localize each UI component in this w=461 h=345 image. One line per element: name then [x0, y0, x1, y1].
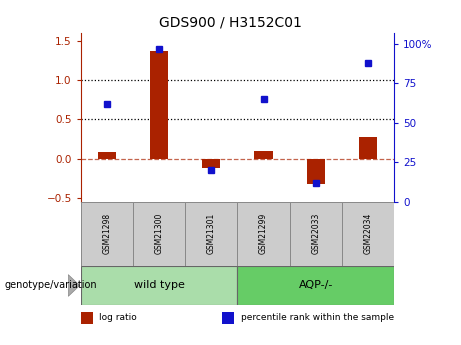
Text: AQP-/-: AQP-/- — [299, 280, 333, 290]
FancyBboxPatch shape — [237, 266, 394, 305]
Bar — [222, 312, 234, 324]
Polygon shape — [68, 275, 80, 296]
FancyBboxPatch shape — [237, 202, 290, 266]
FancyBboxPatch shape — [290, 202, 342, 266]
Text: wild type: wild type — [134, 280, 184, 290]
Bar — [307, 159, 325, 184]
Text: GSM22034: GSM22034 — [364, 213, 372, 254]
Text: GDS900 / H3152C01: GDS900 / H3152C01 — [159, 16, 302, 30]
FancyBboxPatch shape — [342, 202, 394, 266]
FancyBboxPatch shape — [133, 202, 185, 266]
Text: percentile rank within the sample: percentile rank within the sample — [241, 313, 394, 323]
Text: GSM21298: GSM21298 — [102, 213, 111, 254]
Bar — [81, 312, 93, 324]
Text: log ratio: log ratio — [100, 313, 137, 323]
FancyBboxPatch shape — [81, 202, 133, 266]
Bar — [202, 159, 220, 168]
Bar — [98, 152, 116, 159]
Text: GSM21301: GSM21301 — [207, 213, 216, 254]
Bar — [254, 151, 272, 159]
Text: genotype/variation: genotype/variation — [5, 280, 97, 290]
Text: GSM21299: GSM21299 — [259, 213, 268, 254]
FancyBboxPatch shape — [185, 202, 237, 266]
Bar — [150, 51, 168, 159]
Bar — [359, 137, 377, 159]
FancyBboxPatch shape — [81, 266, 237, 305]
Text: GSM21300: GSM21300 — [154, 213, 164, 254]
Text: GSM22033: GSM22033 — [311, 213, 320, 254]
